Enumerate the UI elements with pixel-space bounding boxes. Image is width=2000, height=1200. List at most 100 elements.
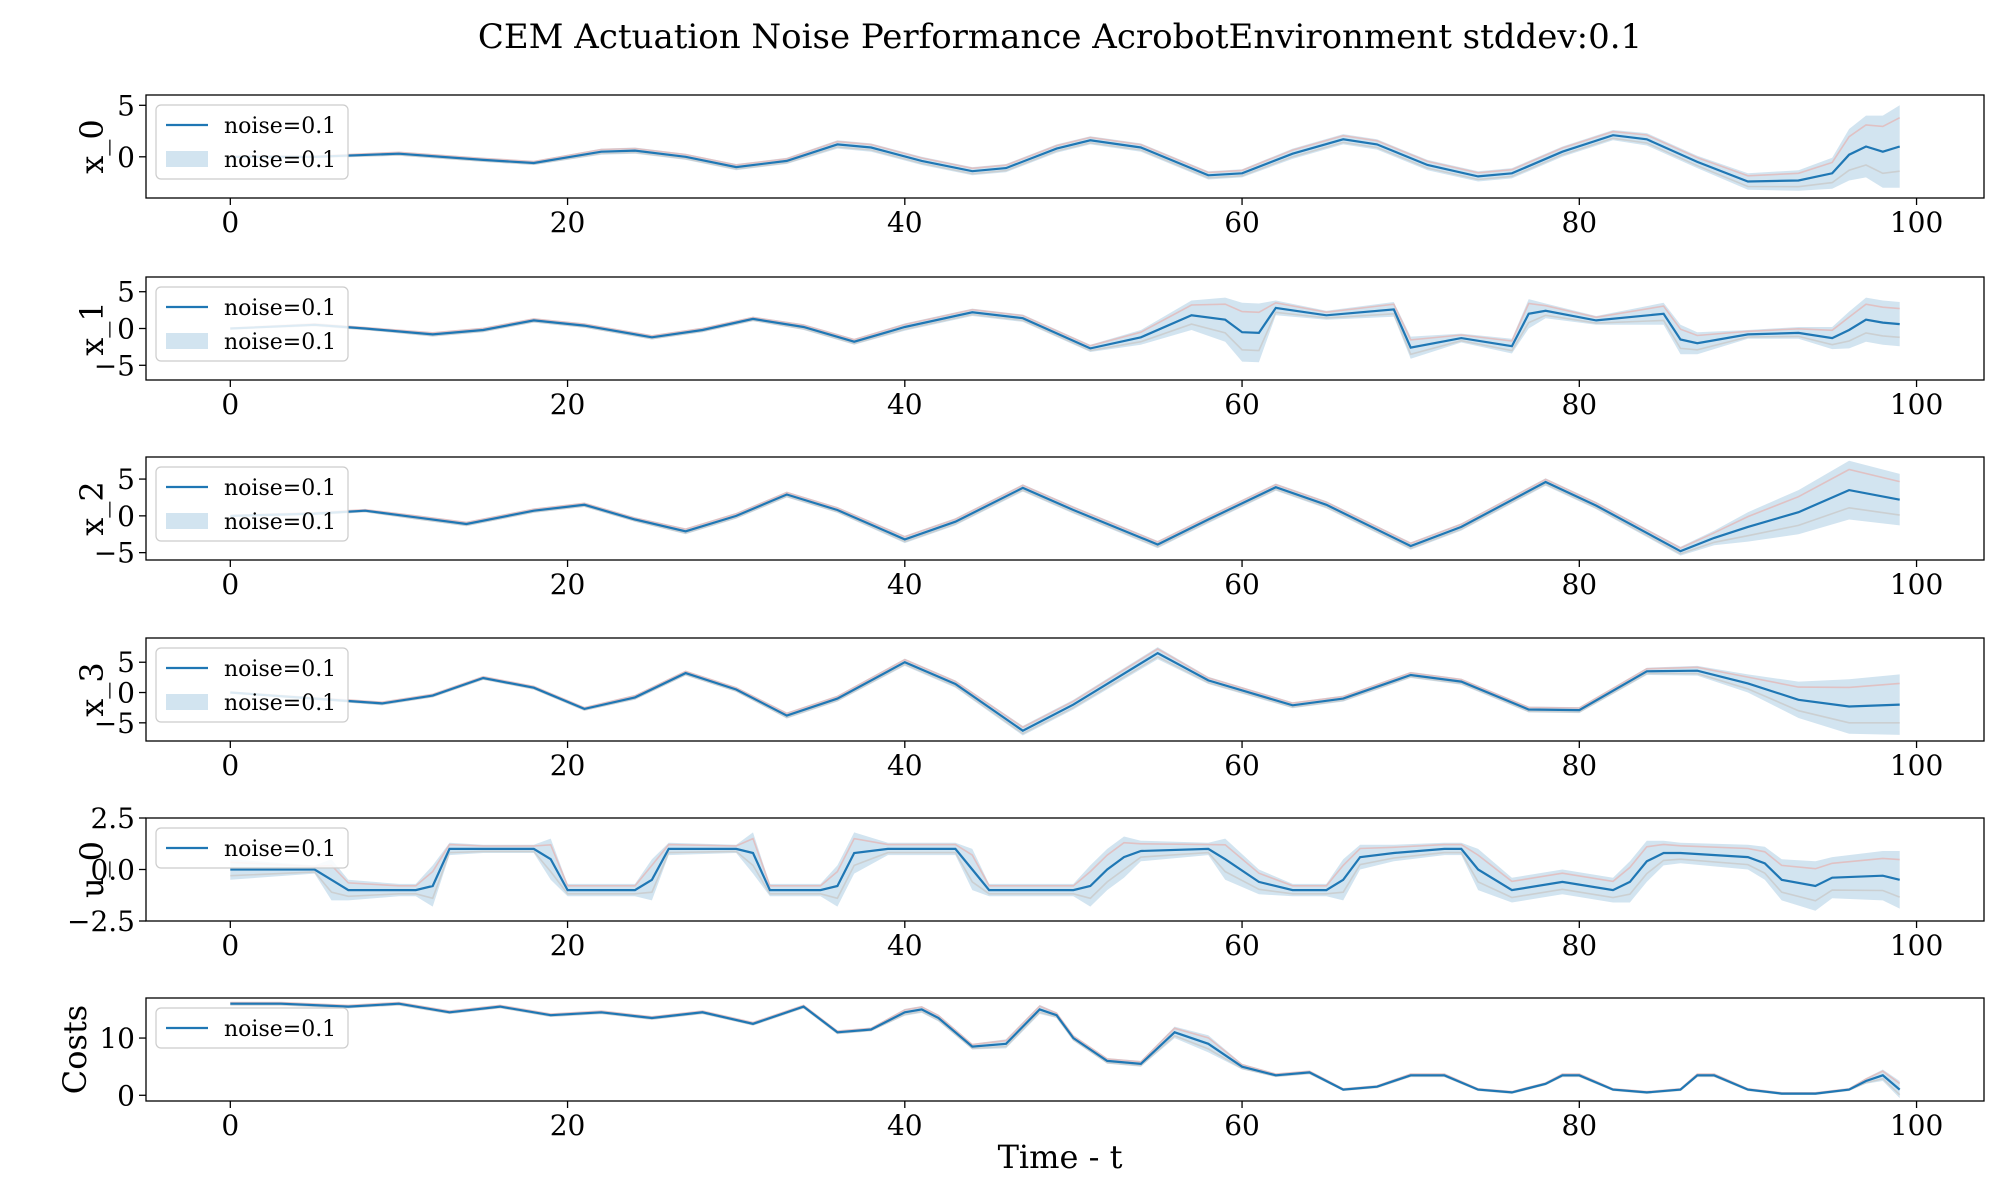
series-line [230, 134, 1901, 183]
series-line [230, 651, 1900, 732]
y-tick-label: 10 [99, 1022, 135, 1055]
legend-label: noise=0.1 [224, 330, 336, 355]
panel-x-0: 0 20 40 60 80 100 0 5x_0 noise=0.1 noise=0.1 [73, 89, 1985, 239]
run-line-lower [230, 850, 1900, 902]
series-line [230, 847, 1900, 892]
legend-label: noise=0.1 [224, 476, 336, 501]
y-tick-label: 2.5 [90, 802, 135, 835]
x-tick-label: 0 [221, 1109, 239, 1142]
confidence-band [230, 105, 1900, 191]
x-tick-label: 20 [550, 1109, 586, 1142]
x-tick-label: 40 [887, 1109, 923, 1142]
axes-frame [145, 276, 1985, 381]
legend-label: noise=0.1 [224, 1017, 336, 1042]
axes-frame [145, 997, 1985, 1102]
run-line-lower [230, 311, 1900, 356]
confidence-band [230, 1002, 1900, 1099]
legend-box [155, 647, 349, 723]
x-tick-label: 60 [1224, 206, 1260, 239]
y-tick-label: −5 [94, 349, 135, 382]
y-axis-label: Costs [56, 1005, 94, 1094]
run-line-upper [230, 468, 1900, 549]
legend-band-swatch [166, 694, 208, 710]
legend-label: noise=0.1 [224, 114, 336, 139]
x-tick-label: 20 [550, 929, 586, 962]
chart-title: CEM Actuation Noise Performance AcrobotE… [478, 17, 1642, 57]
series-line [230, 1002, 1901, 1095]
legend-label: noise=0.1 [224, 657, 336, 682]
legend-box [155, 286, 349, 362]
run-line-lower [230, 483, 1900, 555]
x-tick-label: 100 [1890, 568, 1943, 601]
run-line-upper [230, 647, 1900, 729]
axes-frame [145, 637, 1985, 742]
y-tick-label: −5 [94, 537, 135, 570]
x-tick-label: 0 [221, 929, 239, 962]
run-line-upper [230, 116, 1901, 177]
y-tick-label: 5 [117, 646, 135, 679]
x-tick-label: 100 [1890, 1109, 1943, 1142]
y-axis-label: x_3 [73, 662, 111, 716]
legend-box [155, 827, 349, 869]
x-tick-label: 100 [1890, 388, 1943, 421]
x-tick-label: 60 [1224, 929, 1260, 962]
x-tick-label: 100 [1890, 929, 1943, 962]
x-tick-label: 80 [1561, 388, 1597, 421]
run-line-upper [230, 1001, 1901, 1094]
plot-area [230, 832, 1900, 911]
x-tick-label: 80 [1561, 929, 1597, 962]
plot-area [230, 105, 1901, 191]
axes-frame [145, 94, 1985, 199]
legend-label: noise=0.1 [224, 510, 336, 535]
legend-label: noise=0.1 [224, 691, 336, 716]
x-tick-label: 20 [550, 568, 586, 601]
legend-label: noise=0.1 [224, 837, 336, 862]
x-tick-label: 80 [1561, 1109, 1597, 1142]
legend-box [155, 466, 349, 542]
x-tick-label: 80 [1561, 749, 1597, 782]
y-tick-label: 5 [117, 463, 135, 496]
x-tick-label: 40 [887, 206, 923, 239]
y-tick-label: 0 [117, 677, 135, 710]
confidence-band [230, 832, 1900, 911]
x-tick-label: 60 [1224, 1109, 1260, 1142]
legend-box [155, 104, 349, 180]
x-tick-label: 0 [221, 388, 239, 421]
run-line-upper [230, 837, 1900, 887]
y-tick-label: −2.5 [67, 905, 135, 938]
x-tick-label: 60 [1224, 388, 1260, 421]
x-tick-label: 60 [1224, 749, 1260, 782]
y-axis-label: u_0 [73, 841, 111, 898]
x-tick-label: 0 [221, 568, 239, 601]
x-tick-label: 60 [1224, 568, 1260, 601]
y-tick-label: 0 [117, 500, 135, 533]
y-axis-label: x_2 [73, 481, 111, 535]
x-tick-label: 0 [221, 749, 239, 782]
x-tick-label: 40 [887, 929, 923, 962]
legend-label: noise=0.1 [224, 296, 336, 321]
plot-area [230, 297, 1900, 363]
panel-u-0: 0 20 40 60 80 100 −2.5 0.0 2.5 u_0 noise=0.1 [67, 802, 1985, 962]
x-tick-label: 100 [1890, 749, 1943, 782]
run-line-lower [230, 1003, 1901, 1096]
legend-box [155, 1007, 349, 1049]
x-tick-label: 40 [887, 388, 923, 421]
plot-area [230, 1001, 1901, 1099]
y-tick-label: 5 [117, 276, 135, 309]
plot-area [230, 460, 1900, 556]
panel-x-2: 0 20 40 60 80 100 −5 0 5x_2 noise=0.1 noise=0.1 [73, 456, 1985, 601]
x-tick-label: 40 [887, 749, 923, 782]
run-line-upper [230, 301, 1900, 347]
y-tick-label: 5 [117, 89, 135, 122]
axes-frame [145, 456, 1985, 561]
legend-label: noise=0.1 [224, 148, 336, 173]
y-tick-label: 0 [117, 1079, 135, 1112]
y-axis-label: x_0 [73, 119, 111, 173]
x-tick-label: 80 [1561, 568, 1597, 601]
confidence-band [230, 647, 1900, 736]
y-tick-label: −5 [94, 707, 135, 740]
x-tick-label: 40 [887, 568, 923, 601]
